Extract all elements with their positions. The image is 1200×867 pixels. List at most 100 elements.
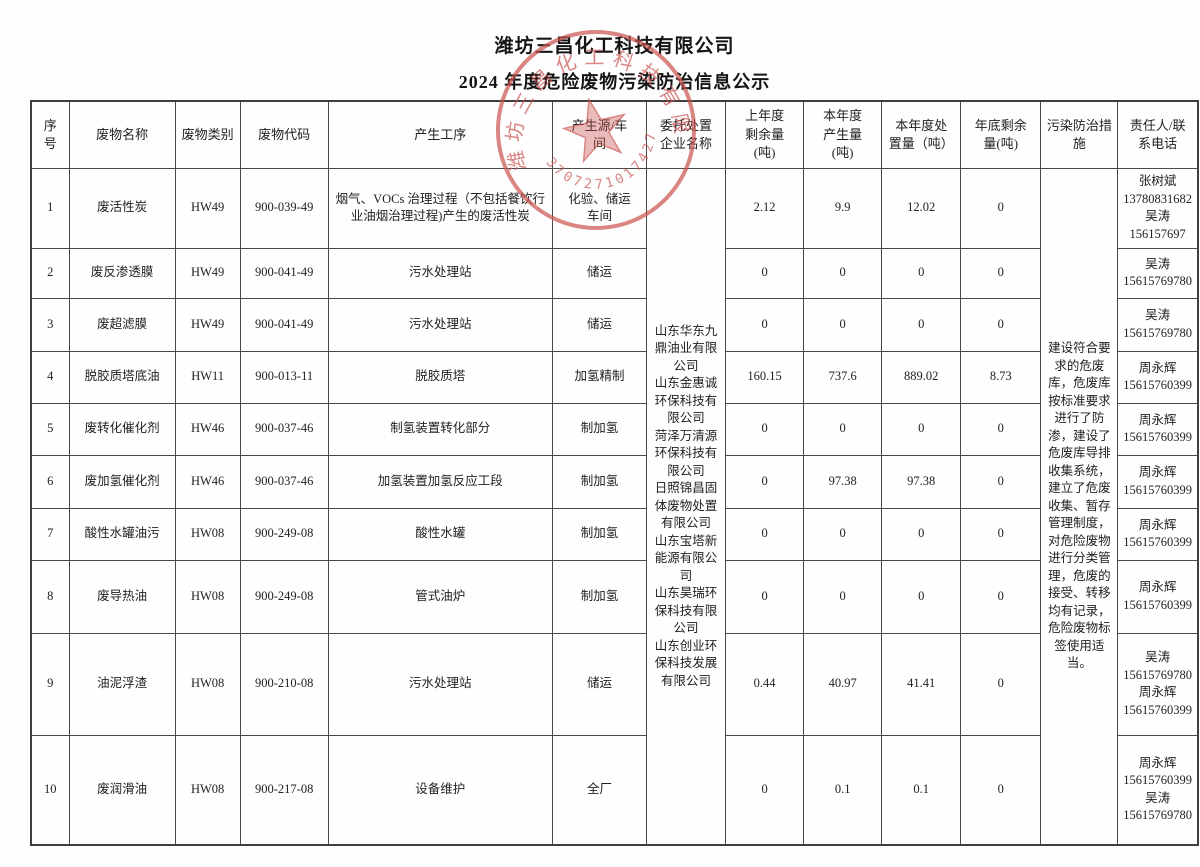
cell-waste-name: 脱胶质塔底油 bbox=[68, 350, 176, 404]
cell-no: 3 bbox=[30, 297, 70, 352]
cell-produced: 40.97 bbox=[803, 632, 883, 736]
cell-contact: 张树斌 13780831682 吴涛 156157697 bbox=[1117, 167, 1199, 249]
cell-waste-name: 废活性炭 bbox=[68, 167, 176, 249]
col-header-waste-code: 废物代码 bbox=[239, 100, 329, 169]
cell-waste-code: 900-041-49 bbox=[239, 247, 329, 299]
cell-no: 9 bbox=[30, 632, 70, 736]
cell-year-end-remaining: 0 bbox=[960, 402, 1042, 456]
cell-waste-category: HW08 bbox=[174, 507, 241, 561]
cell-waste-category: HW46 bbox=[174, 454, 241, 509]
cell-waste-code: 900-039-49 bbox=[239, 167, 329, 249]
cell-prev-remaining: 0 bbox=[725, 402, 805, 456]
cell-no: 4 bbox=[30, 350, 70, 404]
table-row: 6 废加氢催化剂 HW46 900-037-46 加氢装置加氢反应工段 制加氢 … bbox=[30, 454, 1199, 509]
cell-waste-name: 酸性水罐油污 bbox=[68, 507, 176, 561]
cell-source: 化验、储运 车间 bbox=[551, 167, 647, 249]
cell-waste-category: HW49 bbox=[174, 167, 241, 249]
cell-year-end-remaining: 0 bbox=[960, 507, 1042, 561]
cell-disposed: 0 bbox=[881, 559, 962, 634]
cell-year-end-remaining: 8.73 bbox=[960, 350, 1042, 404]
cell-waste-name: 废导热油 bbox=[68, 559, 176, 634]
col-header-produced: 本年度 产生量 (吨) bbox=[803, 100, 883, 169]
cell-waste-code: 900-217-08 bbox=[239, 734, 329, 846]
cell-process: 酸性水罐 bbox=[327, 507, 553, 561]
col-header-disposed: 本年度处 置量（吨） bbox=[881, 100, 962, 169]
cell-contact: 吴涛 15615769780 bbox=[1117, 247, 1199, 299]
cell-waste-name: 废转化催化剂 bbox=[68, 402, 176, 456]
cell-waste-code: 900-249-08 bbox=[239, 507, 329, 561]
table-row: 1 废活性炭 HW49 900-039-49 烟气、VOCs 治理过程（不包括餐… bbox=[30, 167, 1199, 846]
cell-produced: 97.38 bbox=[803, 454, 883, 509]
cell-waste-code: 900-013-11 bbox=[239, 350, 329, 404]
cell-produced: 0.1 bbox=[803, 734, 883, 846]
cell-produced: 737.6 bbox=[803, 350, 883, 404]
cell-disposed: 0 bbox=[881, 507, 962, 561]
table-row: 4 脱胶质塔底油 HW11 900-013-11 脱胶质塔 加氢精制 160.1… bbox=[30, 350, 1199, 404]
cell-contact: 周永辉 15615760399 bbox=[1117, 350, 1199, 404]
cell-disposed: 0 bbox=[881, 247, 962, 299]
cell-waste-category: HW08 bbox=[174, 559, 241, 634]
cell-process: 脱胶质塔 bbox=[327, 350, 553, 404]
cell-waste-name: 废超滤膜 bbox=[68, 297, 176, 352]
cell-year-end-remaining: 0 bbox=[960, 454, 1042, 509]
cell-waste-category: HW08 bbox=[174, 632, 241, 736]
cell-year-end-remaining: 0 bbox=[960, 734, 1042, 846]
cell-prev-remaining: 160.15 bbox=[725, 350, 805, 404]
cell-prev-remaining: 0 bbox=[725, 734, 805, 846]
cell-produced: 0 bbox=[803, 507, 883, 561]
cell-waste-code: 900-210-08 bbox=[239, 632, 329, 736]
cell-no: 6 bbox=[30, 454, 70, 509]
cell-disposal-companies: 山东华东九鼎油业有限公司 山东金惠诚环保科技有限公司 菏泽万清源环保科技有限公司… bbox=[645, 167, 727, 846]
page-subtitle: 2024 年度危险废物污染防治信息公示 bbox=[458, 72, 771, 92]
col-header-measures: 污染防治措 施 bbox=[1040, 100, 1119, 169]
cell-disposed: 889.02 bbox=[881, 350, 962, 404]
cell-year-end-remaining: 0 bbox=[960, 632, 1042, 736]
cell-no: 7 bbox=[30, 507, 70, 561]
cell-disposed: 0.1 bbox=[881, 734, 962, 846]
cell-waste-category: HW49 bbox=[174, 247, 241, 299]
cell-disposed: 41.41 bbox=[881, 632, 962, 736]
col-header-waste-category: 废物类别 bbox=[174, 100, 241, 169]
cell-year-end-remaining: 0 bbox=[960, 247, 1042, 299]
cell-produced: 0 bbox=[803, 247, 883, 299]
col-header-year-end-remaining: 年底剩余 量(吨) bbox=[960, 100, 1042, 169]
cell-waste-name: 废加氢催化剂 bbox=[68, 454, 176, 509]
col-header-waste-name: 废物名称 bbox=[68, 100, 176, 169]
cell-source: 制加氢 bbox=[551, 507, 647, 561]
cell-contact: 周永辉 15615760399 bbox=[1117, 454, 1199, 509]
cell-prev-remaining: 0 bbox=[725, 247, 805, 299]
cell-source: 储运 bbox=[551, 297, 647, 352]
cell-contact: 周永辉 15615760399 bbox=[1117, 559, 1199, 634]
cell-source: 储运 bbox=[551, 247, 647, 299]
cell-process: 烟气、VOCs 治理过程（不包括餐饮行业油烟治理过程)产生的废活性炭 bbox=[327, 167, 553, 249]
cell-source: 制加氢 bbox=[551, 402, 647, 456]
cell-prev-remaining: 0.44 bbox=[725, 632, 805, 736]
cell-contact: 吴涛 15615769780 周永辉 15615760399 bbox=[1117, 632, 1199, 736]
table-row: 8 废导热油 HW08 900-249-08 管式油炉 制加氢 0 0 0 0 … bbox=[30, 559, 1199, 634]
cell-process: 制氢装置转化部分 bbox=[327, 402, 553, 456]
cell-waste-code: 900-041-49 bbox=[239, 297, 329, 352]
cell-contact: 周永辉 15615760399 吴涛 15615769780 bbox=[1117, 734, 1199, 846]
cell-produced: 0 bbox=[803, 402, 883, 456]
cell-year-end-remaining: 0 bbox=[960, 559, 1042, 634]
cell-source: 制加氢 bbox=[551, 559, 647, 634]
cell-prev-remaining: 0 bbox=[725, 297, 805, 352]
cell-source: 全厂 bbox=[551, 734, 647, 846]
table-header-row: 序 号 废物名称 废物类别 废物代码 产生工序 产生源/车 间 委托处置 企业名… bbox=[30, 100, 1199, 169]
cell-prev-remaining: 2.12 bbox=[725, 167, 805, 249]
table-row: 10 废润滑油 HW08 900-217-08 设备维护 全厂 0 0.1 0.… bbox=[30, 734, 1199, 846]
col-header-source: 产生源/车 间 bbox=[551, 100, 647, 169]
cell-year-end-remaining: 0 bbox=[960, 167, 1042, 249]
cell-measures: 建设符合要求的危废库，危废库按标准要求进行了防渗，建设了危废库导排收集系统，建立… bbox=[1040, 167, 1119, 846]
col-header-contact: 责任人/联 系电话 bbox=[1117, 100, 1199, 169]
cell-waste-name: 废反渗透膜 bbox=[68, 247, 176, 299]
cell-waste-name: 废润滑油 bbox=[68, 734, 176, 846]
cell-process: 污水处理站 bbox=[327, 632, 553, 736]
cell-produced: 0 bbox=[803, 559, 883, 634]
cell-waste-code: 900-037-46 bbox=[239, 454, 329, 509]
table-row: 3 废超滤膜 HW49 900-041-49 污水处理站 储运 0 0 0 0 … bbox=[30, 297, 1199, 352]
cell-contact: 周永辉 15615760399 bbox=[1117, 402, 1199, 456]
cell-disposed: 0 bbox=[881, 297, 962, 352]
cell-no: 8 bbox=[30, 559, 70, 634]
